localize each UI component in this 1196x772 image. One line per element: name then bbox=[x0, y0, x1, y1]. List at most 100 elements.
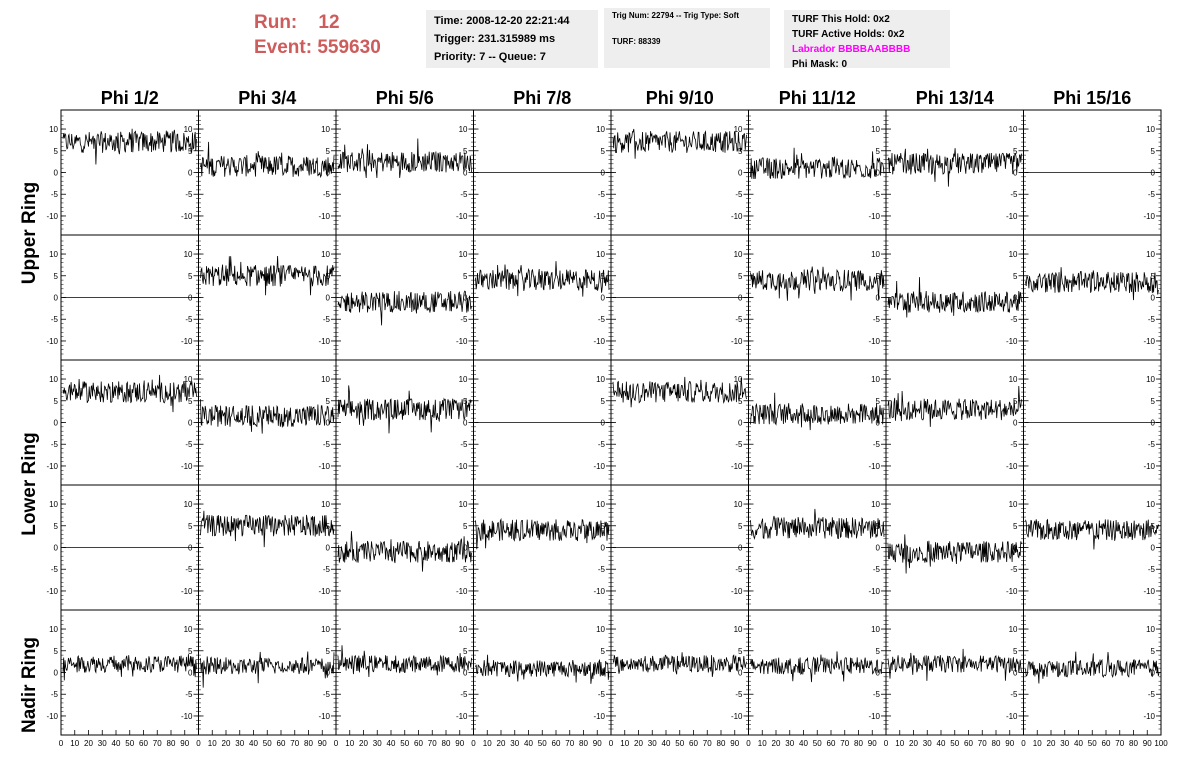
y-tick-label: 5 bbox=[1151, 147, 1156, 156]
y-tick-label: 10 bbox=[1146, 125, 1155, 134]
plot-frame bbox=[885, 234, 1024, 361]
x-tick-label: 50 bbox=[125, 739, 134, 748]
y-tick-label: -5 bbox=[1148, 565, 1156, 574]
y-tick-label: 5 bbox=[54, 522, 59, 531]
y-tick-label: -5 bbox=[460, 690, 468, 699]
y-tick-label: -10 bbox=[318, 587, 330, 596]
y-tick-label: -10 bbox=[1143, 462, 1155, 471]
y-tick-label: -5 bbox=[1010, 190, 1018, 199]
y-tick-label: 0 bbox=[188, 419, 193, 428]
x-tick-label: 0 bbox=[196, 739, 201, 748]
time-info-panel: Time: 2008-12-20 22:21:44 Trigger: 231.3… bbox=[426, 10, 598, 68]
x-tick-label: 20 bbox=[222, 739, 231, 748]
plot-frame bbox=[473, 484, 612, 611]
y-tick-label: 5 bbox=[326, 647, 331, 656]
plot-frame bbox=[610, 359, 749, 486]
y-tick-label: 10 bbox=[596, 375, 605, 384]
y-tick-label: -10 bbox=[181, 337, 193, 346]
y-tick-label: -5 bbox=[460, 440, 468, 449]
y-tick-label: 10 bbox=[459, 375, 468, 384]
y-tick-label: -10 bbox=[731, 212, 743, 221]
y-tick-label: -10 bbox=[46, 212, 58, 221]
plot-frame bbox=[748, 234, 887, 361]
y-tick-label: 10 bbox=[734, 250, 743, 259]
turf-info-panel: TURF This Hold: 0x2 TURF Active Holds: 0… bbox=[784, 10, 950, 70]
y-tick-label: -10 bbox=[318, 337, 330, 346]
this-hold-text: TURF This Hold: 0x2 bbox=[792, 14, 890, 25]
x-tick-label: 70 bbox=[840, 739, 849, 748]
y-tick-label: 10 bbox=[184, 250, 193, 259]
plot-frame bbox=[885, 359, 1024, 486]
y-tick-label: 0 bbox=[1151, 544, 1156, 553]
y-tick-label: 10 bbox=[1009, 250, 1018, 259]
y-tick-label: 0 bbox=[738, 294, 743, 303]
x-tick-label: 50 bbox=[675, 739, 684, 748]
y-tick-label: 10 bbox=[1009, 125, 1018, 134]
y-tick-label: -10 bbox=[456, 462, 468, 471]
x-tick-label: 40 bbox=[1074, 739, 1083, 748]
y-tick-label: -5 bbox=[460, 315, 468, 324]
y-tick-label: -5 bbox=[1148, 440, 1156, 449]
y-tick-label: -10 bbox=[318, 462, 330, 471]
x-tick-label: 30 bbox=[510, 739, 519, 748]
x-tick-label: 70 bbox=[428, 739, 437, 748]
x-tick-label: 50 bbox=[813, 739, 822, 748]
y-tick-label: -10 bbox=[46, 337, 58, 346]
y-tick-label: -10 bbox=[46, 462, 58, 471]
y-tick-label: 5 bbox=[54, 272, 59, 281]
y-tick-label: 5 bbox=[876, 147, 881, 156]
y-tick-label: 10 bbox=[49, 125, 58, 134]
y-tick-label: 10 bbox=[596, 500, 605, 509]
event-value: 559630 bbox=[317, 37, 381, 58]
y-tick-label: 5 bbox=[738, 397, 743, 406]
y-tick-label: 5 bbox=[601, 147, 606, 156]
x-tick-label: 70 bbox=[978, 739, 987, 748]
y-tick-label: 0 bbox=[326, 294, 331, 303]
y-tick-label: 0 bbox=[1151, 669, 1156, 678]
y-tick-label: 5 bbox=[188, 647, 193, 656]
x-tick-label: 0 bbox=[746, 739, 751, 748]
plot-frame bbox=[198, 109, 337, 236]
y-tick-label: 0 bbox=[1151, 294, 1156, 303]
y-tick-label: -5 bbox=[1010, 440, 1018, 449]
y-tick-label: 10 bbox=[1146, 250, 1155, 259]
y-tick-label: -10 bbox=[456, 212, 468, 221]
y-tick-label: 5 bbox=[1013, 522, 1018, 531]
trig-text: Trig Num: 22794 -- Trig Type: Soft bbox=[612, 11, 739, 20]
x-tick-label: 10 bbox=[1033, 739, 1042, 748]
y-tick-label: 0 bbox=[601, 419, 606, 428]
y-tick-label: -10 bbox=[1006, 337, 1018, 346]
y-tick-label: -5 bbox=[185, 690, 193, 699]
waveform-trace bbox=[200, 255, 335, 296]
plot-frame bbox=[60, 359, 199, 486]
y-tick-label: -10 bbox=[181, 212, 193, 221]
x-tick-label: 10 bbox=[345, 739, 354, 748]
y-tick-label: -10 bbox=[456, 587, 468, 596]
column-title: Phi 9/10 bbox=[646, 88, 714, 108]
x-tick-label: 50 bbox=[950, 739, 959, 748]
y-tick-label: -5 bbox=[1010, 315, 1018, 324]
y-tick-label: 10 bbox=[734, 500, 743, 509]
y-tick-label: 5 bbox=[876, 272, 881, 281]
x-tick-label: 80 bbox=[442, 739, 451, 748]
waveform-trace bbox=[887, 648, 1022, 681]
plot-frame bbox=[198, 359, 337, 486]
waveform-trace bbox=[200, 510, 335, 548]
y-tick-label: 5 bbox=[188, 397, 193, 406]
y-tick-label: 5 bbox=[463, 272, 468, 281]
waveform-trace bbox=[612, 652, 747, 677]
y-tick-label: -5 bbox=[598, 690, 606, 699]
x-tick-label: 90 bbox=[318, 739, 327, 748]
y-tick-label: -10 bbox=[593, 337, 605, 346]
waveform-trace bbox=[887, 277, 1022, 318]
run-value: 12 bbox=[318, 12, 340, 33]
y-tick-label: 0 bbox=[1013, 669, 1018, 678]
x-tick-label: 50 bbox=[263, 739, 272, 748]
x-tick-label: 60 bbox=[1102, 739, 1111, 748]
y-tick-label: 0 bbox=[738, 544, 743, 553]
column-title: Phi 15/16 bbox=[1053, 88, 1131, 108]
y-tick-label: -10 bbox=[593, 712, 605, 721]
waveform-trace bbox=[475, 517, 610, 550]
y-tick-label: -10 bbox=[181, 462, 193, 471]
x-tick-label: 0 bbox=[59, 739, 64, 748]
